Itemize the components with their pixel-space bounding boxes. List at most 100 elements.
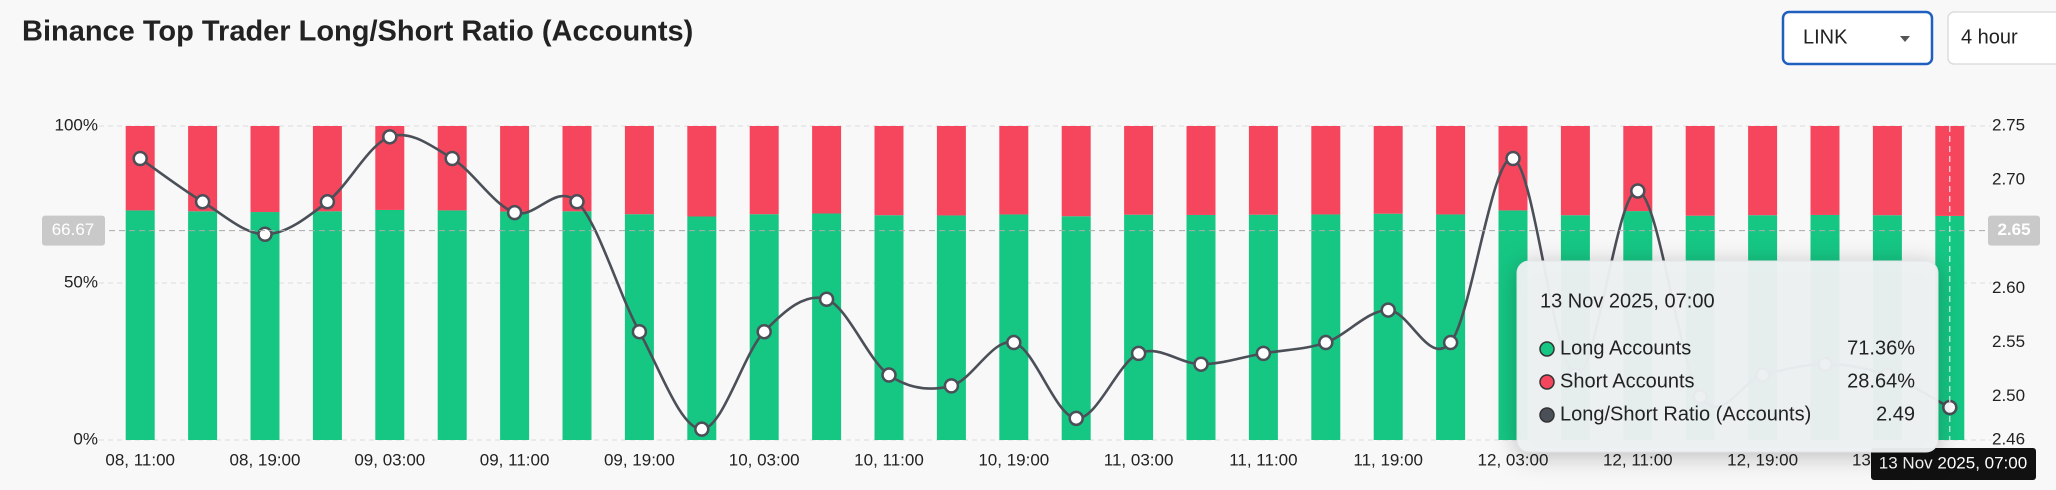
tooltip (1516, 260, 1939, 453)
ratio-point (1505, 150, 1521, 167)
bar-segment (125, 210, 155, 440)
bar-segment (375, 209, 405, 440)
bar-segment (1311, 214, 1341, 440)
crosshair-y-label-bg (42, 215, 105, 246)
ratio-point (1068, 410, 1084, 427)
ratio-point (132, 150, 148, 167)
bar-segment (125, 126, 155, 211)
bar-segment (999, 214, 1029, 440)
ratio-point (444, 150, 460, 167)
bar-segment (1373, 126, 1403, 214)
select-arrow (1900, 36, 1910, 42)
crosshair-x-label: 13 Nov 2025, 07:00 (1879, 453, 2027, 472)
x-tick-label: 09, 03:00 (354, 450, 425, 469)
tooltip-dot (1539, 407, 1555, 423)
bar-segment (874, 126, 904, 216)
x-tick-label: 10, 03:00 (729, 450, 800, 469)
ratio-point (382, 129, 398, 145)
crosshair-x-label-bg (1871, 448, 2036, 480)
tooltip-value: 2.49 (1876, 403, 1915, 425)
y-tick-label: 100% (55, 115, 98, 134)
y-tick-label: 50% (64, 272, 98, 291)
crosshair-y-label: 66.67 (52, 220, 95, 239)
y2-tick-label: 2.50 (1992, 386, 2025, 405)
bar-segment (562, 211, 592, 440)
bar-segment (812, 213, 842, 440)
y2-tick-label: 2.70 (1992, 170, 2025, 189)
bar-segment (1748, 126, 1778, 216)
ratio-point (1255, 345, 1272, 362)
ratio-point (694, 421, 710, 437)
ratio-point (319, 194, 336, 210)
bar-segment (1810, 126, 1840, 215)
ratio-point (506, 204, 523, 221)
tooltip-name: Long Accounts (1560, 337, 1691, 359)
ratio-point (1130, 345, 1147, 362)
bar-segment (312, 211, 342, 440)
bar-segment (687, 216, 717, 440)
bar-segment (874, 215, 904, 440)
bar-segment (1186, 214, 1216, 440)
bar-segment (1186, 126, 1216, 215)
ratio-point (1318, 334, 1334, 351)
bar-segment (1373, 213, 1403, 440)
bar-segment (188, 211, 218, 440)
bar-segment (812, 126, 842, 214)
y-tick-label: 0% (73, 429, 98, 448)
ratio-point (1193, 356, 1209, 372)
bar-segment (1248, 126, 1278, 215)
ratio-point (257, 226, 273, 243)
y2-tick-label: 2.75 (1992, 115, 2025, 134)
ratio-point (818, 291, 835, 307)
bar-segment (1124, 126, 1154, 215)
ratio-point (569, 194, 585, 210)
x-tick-label: 08, 19:00 (230, 450, 301, 469)
interval-select[interactable] (1947, 11, 2056, 65)
x-tick-label: 10, 11:00 (854, 450, 924, 469)
tooltip-title: 13 Nov 2025, 07:00 (1540, 290, 1715, 312)
chart-title: Binance Top Trader Long/Short Ratio (Acc… (22, 16, 693, 48)
bar-segment (1311, 126, 1341, 215)
bar-segment (749, 126, 779, 215)
bar-segment (250, 212, 280, 440)
bar-segment (936, 126, 966, 216)
bar-segment (1560, 126, 1590, 216)
ratio-point (881, 367, 897, 383)
bar-segment (437, 126, 467, 211)
ratio-point (943, 378, 960, 394)
bar-segment (999, 126, 1029, 215)
x-tick-label: 10, 19:00 (978, 450, 1049, 469)
bar-segment (500, 126, 530, 212)
x-tick-label: 11, 11:00 (1229, 450, 1297, 469)
bar-segment (1872, 126, 1902, 216)
bar-segment (250, 126, 280, 213)
x-tick-label: 08, 11:00 (105, 450, 175, 469)
tooltip-value: 71.36% (1847, 337, 1915, 359)
bar-segment (1436, 214, 1466, 440)
bar-segment (1124, 214, 1154, 440)
interval-select-text[interactable]: 4 hour (1961, 26, 2018, 48)
tooltip-dot (1539, 374, 1555, 390)
bar-segment (437, 210, 467, 440)
bar-segment (500, 211, 530, 440)
ratio-point (756, 323, 772, 340)
symbol-select-text[interactable]: LINK (1803, 26, 1848, 48)
tooltip-value: 28.64% (1847, 370, 1915, 392)
x-tick-label: 12, 03:00 (1478, 450, 1549, 469)
bar-segment (936, 215, 966, 440)
x-tick-label: 12, 19:00 (1727, 450, 1798, 469)
ratio-point (1006, 334, 1022, 351)
ratio-point (1630, 183, 1646, 199)
ratio-point (1442, 334, 1459, 351)
bar-segment (1061, 216, 1091, 440)
symbol-select[interactable] (1781, 10, 1934, 66)
tooltip-name: Short Accounts (1560, 370, 1695, 392)
bar-segment (1436, 126, 1466, 215)
y2-tick-label: 2.55 (1992, 332, 2025, 351)
bar-segment (624, 126, 654, 215)
x-tick-label: 09, 11:00 (480, 450, 550, 469)
bar-segment (1248, 214, 1278, 440)
ratio-point (194, 194, 211, 210)
